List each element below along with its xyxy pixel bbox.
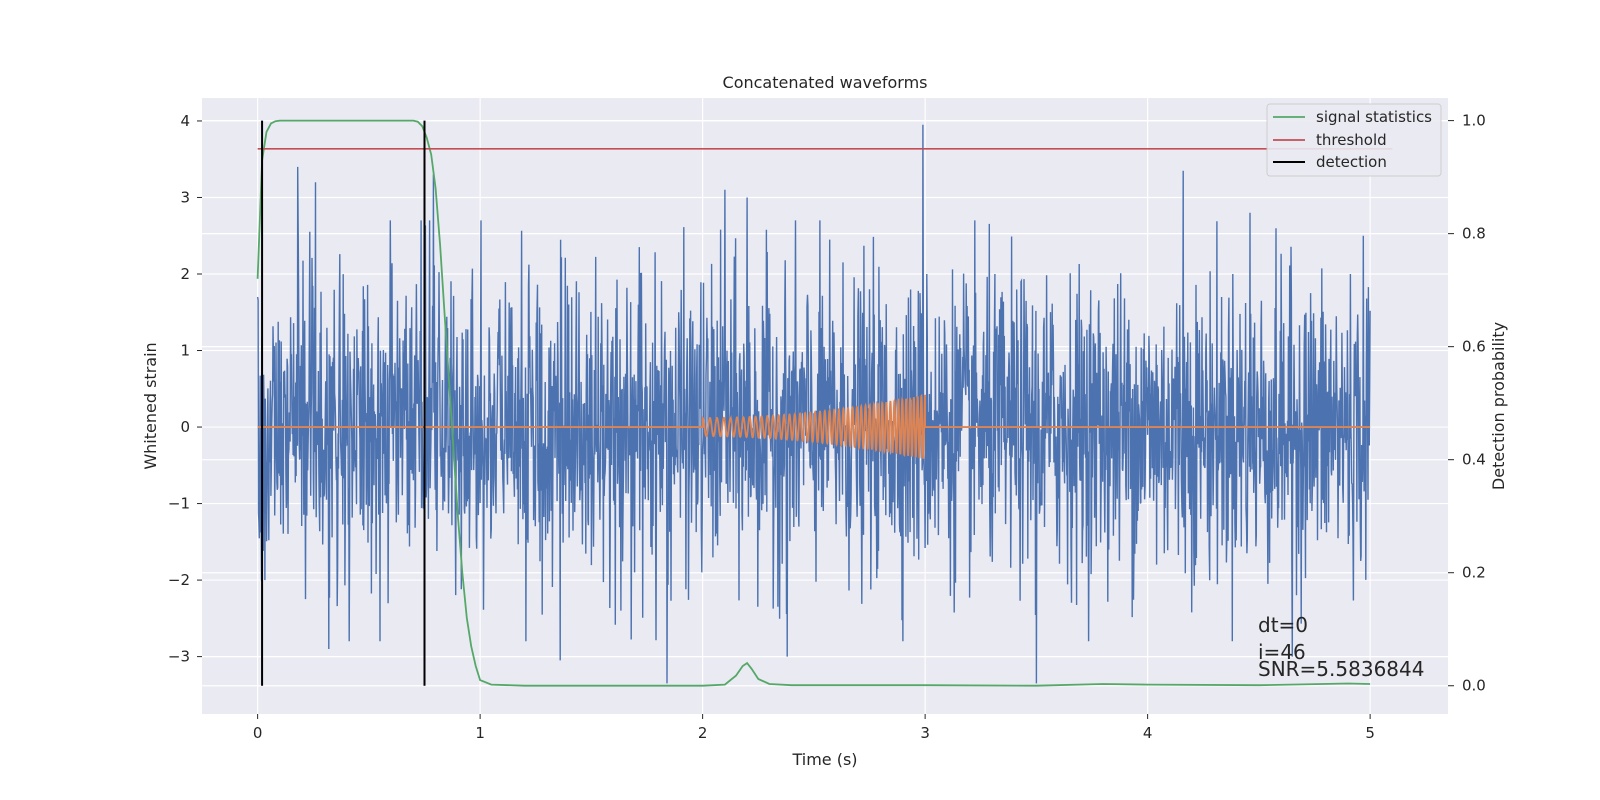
x-tick-label: 2 (698, 724, 708, 742)
y-axis-label: Whitened strain (141, 342, 160, 469)
legend-label-signal-statistics: signal statistics (1316, 108, 1432, 126)
template-series (257, 393, 1371, 460)
x-tick-label: 5 (1365, 724, 1375, 742)
y2-tick-label: 0.0 (1462, 677, 1486, 695)
legend-label-detection: detection (1316, 153, 1387, 171)
template-line (257, 393, 1371, 460)
y-tick-label: 3 (180, 188, 190, 206)
ticks: 0 1 2 3 4 5 −3 −2 −1 0 1 2 3 4 0.0 0.2 0.4 0.6 0.8 1.0 (168, 112, 1486, 742)
legend: signal statistics threshold detection (1266, 103, 1442, 177)
y-tick-label: −3 (168, 648, 190, 666)
y-tick-label: 0 (180, 418, 190, 436)
y2-tick-label: 0.4 (1462, 451, 1486, 469)
y2-tick-label: 1.0 (1462, 112, 1486, 130)
probability-series (256, 119, 1393, 687)
x-tick-label: 4 (1143, 724, 1153, 742)
y-tick-label: 4 (180, 112, 190, 130)
x-tick-label: 0 (253, 724, 263, 742)
y2-axis-label: Detection probability (1489, 322, 1508, 490)
y-tick-label: 2 (180, 265, 190, 283)
y2-tick-label: 0.2 (1462, 564, 1486, 582)
y-tick-label: −1 (168, 495, 190, 513)
annotation-i: i=46 (1258, 640, 1306, 664)
y-tick-label: 1 (180, 342, 190, 360)
x-axis-label: Time (s) (791, 750, 857, 769)
annotation: dt=0 i=46 SNR=5.5836844 (1258, 613, 1424, 681)
legend-box (1266, 103, 1442, 177)
x-tick-label: 1 (475, 724, 485, 742)
y2-tick-label: 0.6 (1462, 338, 1486, 356)
annotation-dt: dt=0 (1258, 613, 1308, 637)
annotation-snr: SNR=5.5836844 (1258, 657, 1424, 681)
chart-title: Concatenated waveforms (723, 73, 928, 92)
y2-tick-label: 0.8 (1462, 225, 1486, 243)
signal-statistics-line (256, 119, 1371, 687)
legend-label-threshold: threshold (1316, 131, 1387, 149)
x-tick-label: 3 (920, 724, 930, 742)
y-tick-label: −2 (168, 571, 190, 589)
